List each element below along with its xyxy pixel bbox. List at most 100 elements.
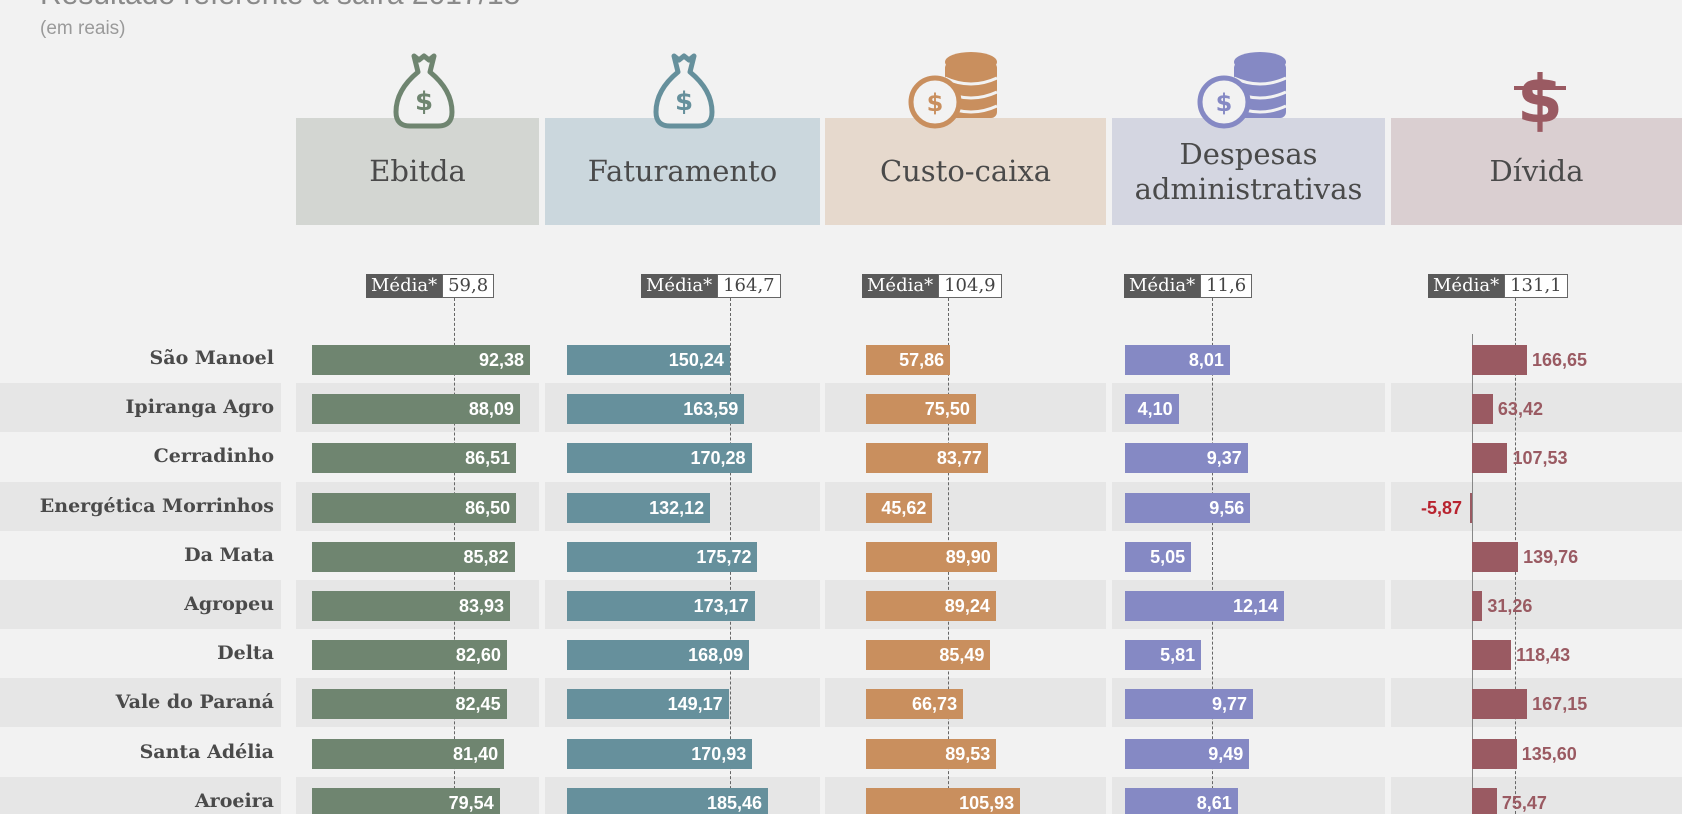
zero-axis [1472,334,1473,814]
svg-text:$: $ [1517,61,1563,132]
value-label: 170,28 [690,448,746,469]
series-name: Faturamento [587,154,778,189]
bar [1472,541,1519,572]
value-label: 139,76 [1523,546,1579,567]
value-label: 31,26 [1487,596,1533,616]
value-label: 173,17 [693,596,749,616]
value-label: 8,61 [1196,792,1232,813]
value-label: 4,10 [1137,399,1173,420]
value-label: 92,38 [478,350,525,370]
company-name: Ipiranga Agro [125,396,274,419]
svg-text:$: $ [927,89,944,117]
company-name: Energética Morrinhos [39,494,274,517]
company-name: Delta [217,642,274,665]
mean-label: Média* [1428,274,1505,298]
value-label: 9,37 [1206,448,1242,469]
row-band [0,383,281,433]
value-label: 167,15 [1532,694,1588,715]
value-label: 66,73 [912,694,958,715]
value-label: 107,53 [1512,448,1568,469]
row-band [0,481,281,531]
bar [567,541,758,572]
bar [567,591,755,621]
value-label: 118,43 [1516,645,1571,666]
bar [1472,591,1483,621]
money-bag-icon: $ [644,48,724,132]
value-label: 85,49 [939,645,985,666]
mean-value: 11,6 [1200,274,1253,298]
bar [1472,640,1512,671]
bar [567,394,745,425]
bar [866,787,1021,814]
dollar-strike-icon: $ [1500,48,1580,138]
value-label: 86,50 [465,497,511,518]
bar [866,345,951,375]
header-2: Custo-caixa [825,118,1106,225]
row-band [1391,481,1682,531]
row-band [1391,383,1682,433]
bar [1125,689,1253,720]
value-label: 168,09 [688,645,744,666]
bar [866,541,997,572]
mean-badge: Média* 104,9 [862,274,1002,298]
mean-value: 104,9 [938,274,1002,298]
bar [866,394,976,425]
row-band [1391,678,1682,728]
bar [312,394,520,425]
value-label: 88,09 [468,399,514,420]
bar [1472,443,1508,474]
bar [312,738,505,769]
bar [312,492,517,523]
value-label: 89,53 [945,743,991,764]
row-band [0,678,281,728]
value-label: 5,81 [1160,645,1196,666]
mean-line [1212,298,1213,814]
header-0: Ebitda [296,118,539,225]
mean-badge: Média* 11,6 [1124,274,1253,298]
series-name: Ebitda [369,154,466,189]
value-label: 9,77 [1211,694,1247,715]
svg-text:$: $ [1216,89,1233,117]
bar [866,689,964,720]
mean-label: Média* [366,274,443,298]
bar [312,591,511,621]
bar [567,689,729,720]
bar [312,443,517,474]
company-name: Aroeira [194,789,274,812]
value-label: 82,45 [455,694,501,715]
value-label: 75,47 [1501,792,1547,813]
row-band [0,580,281,629]
bar [866,591,996,621]
svg-text:$: $ [415,87,433,117]
series-name: Dívida [1489,154,1584,189]
mean-label: Média* [641,274,718,298]
company-name: Vale do Paraná [115,691,274,714]
value-label: 9,49 [1208,743,1244,764]
bar [567,640,750,671]
bar [866,640,991,671]
mean-badge: Média* 164,7 [641,274,781,298]
value-label: 132,12 [649,497,705,518]
bar [1472,689,1528,720]
value-label: -5,87 [1421,497,1463,518]
value-label: 45,62 [881,497,927,518]
bar [1472,787,1497,814]
bar [1472,738,1517,769]
company-name: Santa Adélia [139,740,274,763]
bar [312,541,515,572]
value-label: 5,05 [1150,546,1186,567]
value-label: 63,42 [1497,399,1543,420]
svg-text:$: $ [675,87,693,117]
bar [312,345,531,375]
value-label: 83,93 [459,596,505,616]
value-label: 8,01 [1188,350,1224,370]
company-name: São Manoel [149,347,274,369]
mean-value: 131,1 [1504,274,1568,298]
bar [1125,787,1238,814]
money-bag-icon: $ [384,48,464,132]
value-label: 9,56 [1209,497,1245,518]
row-band [1391,580,1682,629]
bar [1125,492,1251,523]
mean-value: 59,8 [442,274,495,298]
